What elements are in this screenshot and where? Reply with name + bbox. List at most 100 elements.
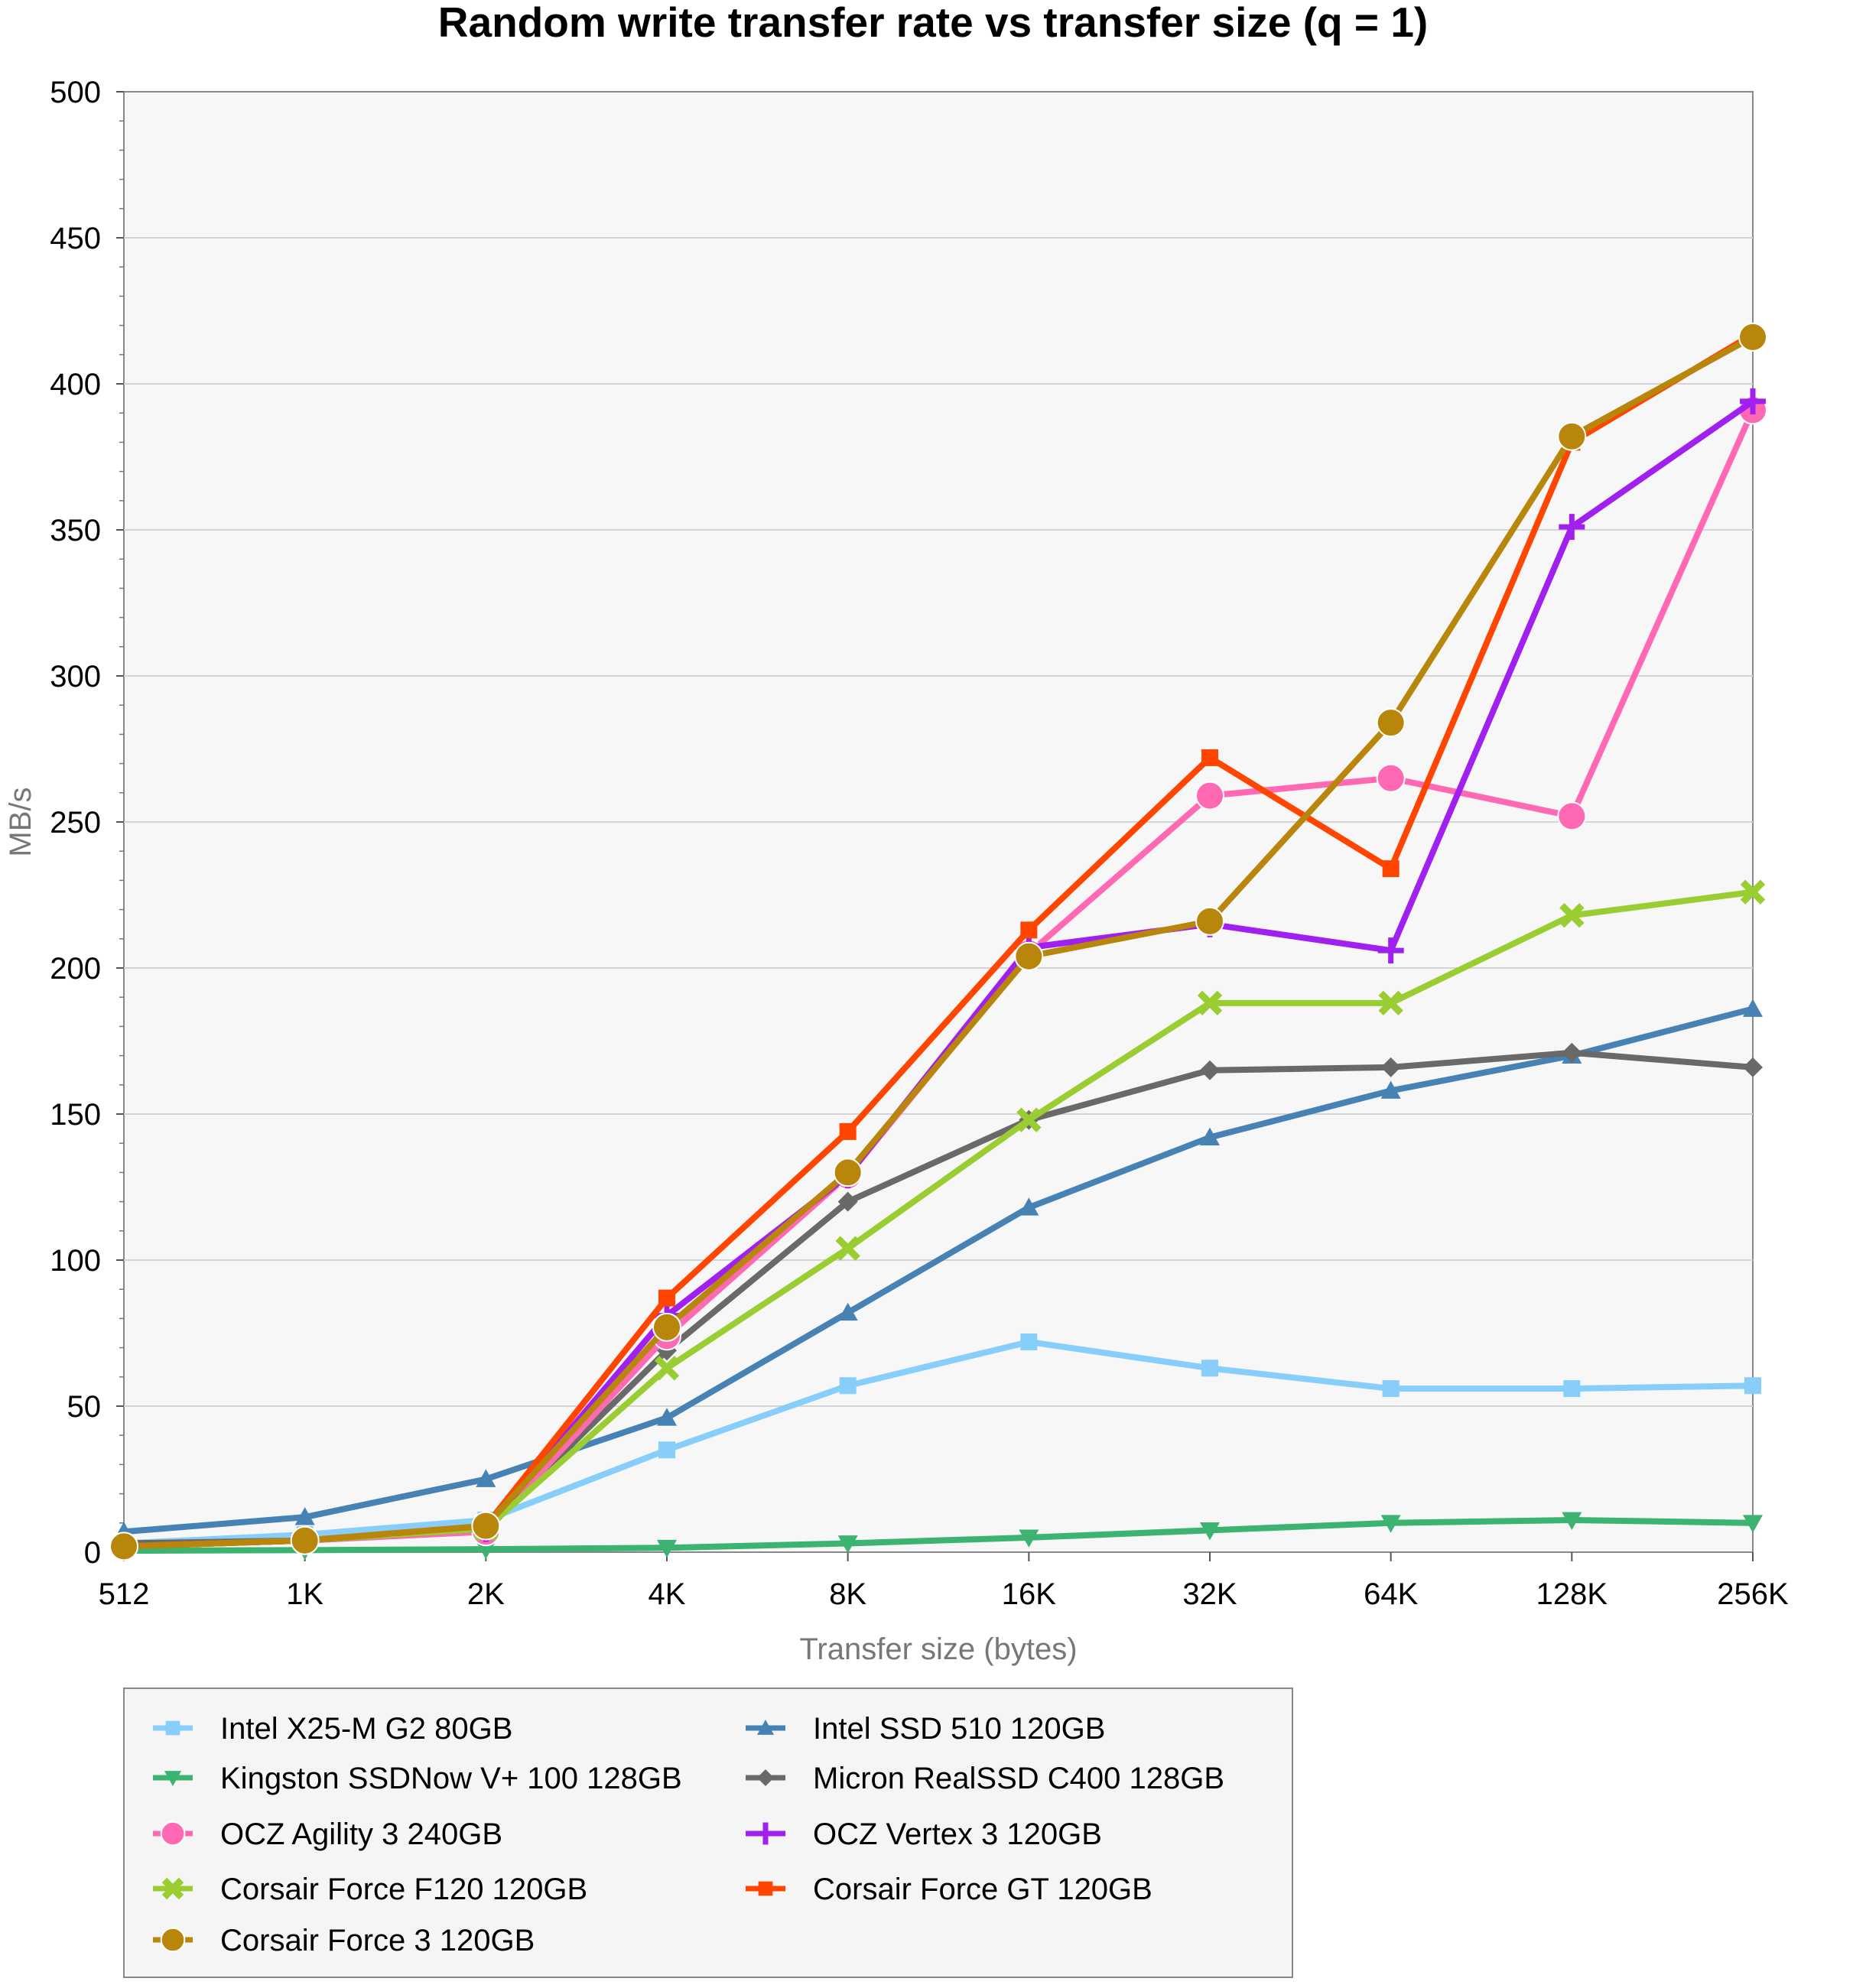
legend-marker [160, 1821, 186, 1847]
data-point [837, 1535, 858, 1554]
data-point [1019, 1197, 1039, 1216]
legend-item: OCZ Agility 3 240GB [153, 1817, 502, 1851]
data-point [1380, 1515, 1401, 1533]
data-point [1200, 1522, 1220, 1541]
data-point [1559, 903, 1585, 928]
legend-label: Intel X25-M G2 80GB [220, 1712, 512, 1746]
y-tick-label: 250 [50, 806, 101, 840]
data-point [1744, 1377, 1761, 1395]
legend-label: Intel SSD 510 120GB [813, 1712, 1105, 1746]
data-point [839, 1377, 857, 1395]
data-point [1195, 906, 1224, 936]
data-point [657, 1539, 677, 1558]
y-axis-label: MB/s [4, 787, 37, 856]
data-point [1195, 781, 1224, 810]
data-point [1559, 514, 1585, 541]
data-point [1563, 1380, 1581, 1398]
data-point [654, 1356, 680, 1381]
legend-label: OCZ Agility 3 240GB [220, 1817, 502, 1851]
series-layer [109, 322, 1767, 1561]
legend-label: OCZ Vertex 3 120GB [813, 1817, 1102, 1851]
data-point [1557, 801, 1587, 831]
data-point [1020, 921, 1038, 939]
y-tick-label: 150 [50, 1098, 101, 1132]
legend-marker [161, 1877, 184, 1900]
legend-label: Kingston SSDNow V+ 100 128GB [220, 1762, 682, 1795]
x-tick-label: 64K [1364, 1577, 1418, 1611]
gridlines [124, 237, 1753, 1407]
x-tick-label: 4K [649, 1577, 686, 1611]
data-point [652, 1312, 681, 1342]
data-point [294, 1507, 315, 1525]
data-point [1376, 763, 1406, 793]
legend-label: Corsair Force F120 120GB [220, 1873, 587, 1906]
series-line [121, 1005, 1756, 1535]
legend-item: OCZ Vertex 3 120GB [746, 1817, 1102, 1851]
x-tick-label: 256K [1717, 1577, 1789, 1611]
data-point [1197, 990, 1223, 1016]
data-point [835, 1236, 860, 1261]
data-point [837, 1191, 858, 1212]
series-line [121, 333, 1756, 1550]
legend-item: Corsair Force GT 120GB [746, 1873, 1152, 1906]
data-point [1743, 1057, 1763, 1077]
data-point [1382, 1380, 1400, 1398]
x-tick-label: 8K [829, 1577, 866, 1611]
data-point [833, 1158, 863, 1187]
data-point [1019, 1529, 1039, 1548]
data-point [1377, 937, 1404, 964]
data-point [1201, 749, 1218, 766]
data-point [1738, 322, 1767, 352]
data-point [1743, 999, 1763, 1017]
y-tick-label: 100 [50, 1244, 101, 1278]
data-point [1740, 879, 1766, 905]
legend [123, 1688, 1293, 1978]
y-tick-label: 200 [50, 952, 101, 986]
legend-item: Corsair Force 3 120GB [153, 1924, 535, 1957]
data-point [476, 1541, 496, 1560]
data-point [1020, 1333, 1038, 1350]
data-point [1378, 990, 1403, 1016]
data-point [1562, 1042, 1582, 1063]
x-tick-label: 512 [99, 1577, 150, 1611]
legend-item: Corsair Force F120 120GB [153, 1873, 587, 1906]
x-tick-label: 16K [1002, 1577, 1056, 1611]
data-point [1740, 388, 1766, 414]
legend-label: Micron RealSSD C400 128GB [813, 1762, 1224, 1795]
data-point [839, 1122, 857, 1140]
data-point [290, 1525, 320, 1555]
legend-marker [756, 1769, 775, 1787]
x-tick-label: 128K [1536, 1577, 1608, 1611]
legend-marker [164, 1771, 182, 1787]
data-point [1014, 941, 1044, 971]
y-tick-label: 50 [67, 1390, 102, 1424]
data-point [1382, 860, 1400, 878]
legend-item: Intel SSD 510 120GB [746, 1712, 1105, 1746]
legend-label: Corsair Force GT 120GB [813, 1873, 1152, 1906]
x-axis-label: Transfer size (bytes) [799, 1632, 1077, 1666]
legend-item: Micron RealSSD C400 128GB [746, 1762, 1224, 1795]
data-point [837, 1302, 858, 1321]
y-axis-ticks: 0 50 100 150 200 250 300 350 400 450 500 [50, 76, 124, 1570]
data-point [471, 1511, 501, 1541]
y-tick-label: 350 [50, 514, 101, 547]
legend-item: Kingston SSDNow V+ 100 128GB [153, 1762, 682, 1795]
y-tick-label: 400 [50, 368, 101, 401]
series-line [121, 1338, 1756, 1547]
data-point [1200, 1127, 1220, 1145]
series-8 [109, 322, 1767, 1561]
y-tick-label: 0 [84, 1536, 101, 1570]
y-tick-label: 450 [50, 222, 101, 255]
data-point [657, 1408, 677, 1426]
x-tick-label: 2K [467, 1577, 505, 1611]
x-tick-label: 1K [286, 1577, 323, 1611]
data-point [658, 1289, 675, 1307]
data-point [1380, 1057, 1401, 1077]
legend-marker [160, 1927, 186, 1953]
data-point [1380, 1080, 1401, 1099]
data-point [658, 1441, 675, 1459]
data-point [1743, 1515, 1763, 1533]
data-point [109, 1532, 138, 1561]
chart-title: Random write transfer rate vs transfer s… [438, 0, 1428, 46]
